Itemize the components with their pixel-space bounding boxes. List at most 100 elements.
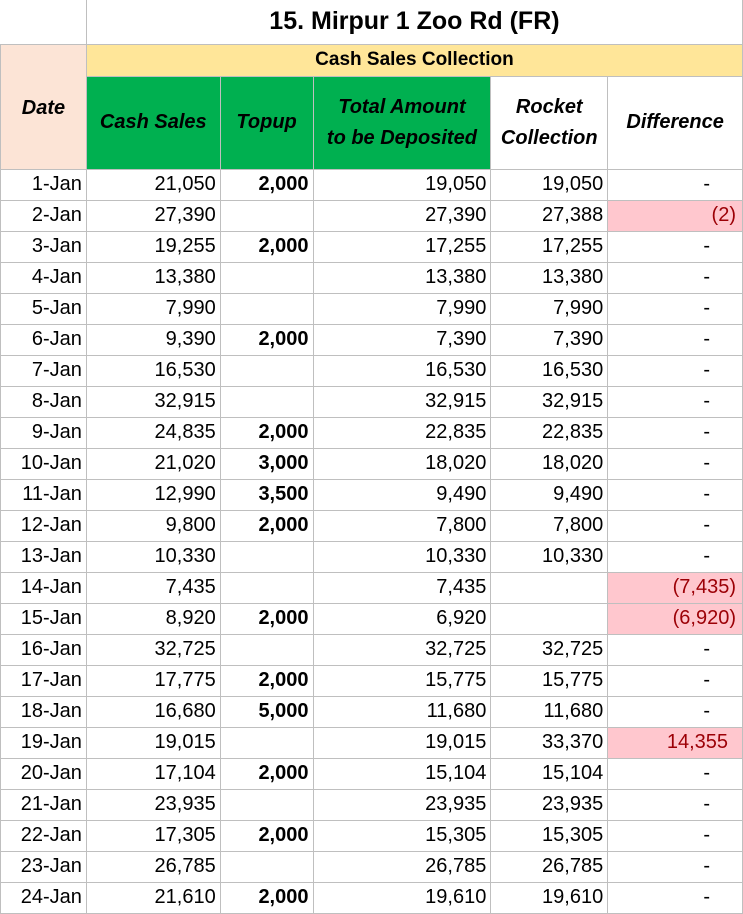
difference-cell[interactable]: - — [607, 540, 743, 573]
total-deposit-cell[interactable]: 22,835 — [312, 416, 492, 449]
rocket-collection-cell[interactable]: 32,725 — [490, 633, 609, 666]
difference-header[interactable]: Difference — [607, 75, 743, 170]
cash-sales-cell[interactable]: 7,435 — [85, 571, 221, 604]
total-deposit-cell[interactable]: 17,255 — [312, 230, 492, 263]
topup-cell[interactable] — [219, 540, 314, 573]
date-cell[interactable]: 22-Jan — [0, 819, 87, 852]
cash-sales-cell[interactable]: 23,935 — [85, 788, 221, 821]
rocket-collection-cell[interactable] — [490, 602, 609, 635]
topup-cell[interactable] — [219, 385, 314, 418]
topup-cell[interactable]: 2,000 — [219, 881, 314, 914]
difference-cell[interactable]: - — [607, 230, 743, 263]
topup-cell[interactable] — [219, 199, 314, 232]
rocket-collection-cell[interactable]: 33,370 — [490, 726, 609, 759]
total-deposit-cell[interactable]: 23,935 — [312, 788, 492, 821]
rocket-collection-cell[interactable]: 22,835 — [490, 416, 609, 449]
date-header[interactable]: Date — [0, 43, 87, 170]
cash-sales-cell[interactable]: 17,104 — [85, 757, 221, 790]
cash-sales-cell[interactable]: 32,915 — [85, 385, 221, 418]
date-cell[interactable]: 14-Jan — [0, 571, 87, 604]
date-cell[interactable]: 17-Jan — [0, 664, 87, 697]
difference-cell[interactable]: - — [607, 323, 743, 356]
difference-cell[interactable]: - — [607, 757, 743, 790]
difference-cell[interactable]: - — [607, 788, 743, 821]
difference-cell[interactable]: (2) — [607, 199, 743, 232]
date-cell[interactable]: 2-Jan — [0, 199, 87, 232]
total-deposit-cell[interactable]: 6,920 — [312, 602, 492, 635]
date-cell[interactable]: 19-Jan — [0, 726, 87, 759]
cash-sales-cell[interactable]: 24,835 — [85, 416, 221, 449]
cash-sales-cell[interactable]: 26,785 — [85, 850, 221, 883]
rocket-collection-cell[interactable]: 18,020 — [490, 447, 609, 480]
cash-sales-cell[interactable]: 19,255 — [85, 230, 221, 263]
cash-sales-cell[interactable]: 19,015 — [85, 726, 221, 759]
topup-cell[interactable]: 2,000 — [219, 323, 314, 356]
difference-cell[interactable]: - — [607, 509, 743, 542]
rocket-collection-cell[interactable]: 17,255 — [490, 230, 609, 263]
topup-cell[interactable] — [219, 788, 314, 821]
rocket-collection-cell[interactable]: 7,990 — [490, 292, 609, 325]
date-cell[interactable]: 24-Jan — [0, 881, 87, 914]
difference-cell[interactable]: 14,355 — [607, 726, 743, 759]
cash-sales-cell[interactable]: 12,990 — [85, 478, 221, 511]
difference-cell[interactable]: - — [607, 819, 743, 852]
rocket-collection-cell[interactable]: 10,330 — [490, 540, 609, 573]
difference-cell[interactable]: - — [607, 385, 743, 418]
date-cell[interactable]: 23-Jan — [0, 850, 87, 883]
rocket-collection-cell[interactable]: 9,490 — [490, 478, 609, 511]
total-deposit-cell[interactable]: 19,050 — [312, 168, 492, 201]
topup-header[interactable]: Topup — [219, 75, 314, 170]
total-deposit-cell[interactable]: 16,530 — [312, 354, 492, 387]
topup-cell[interactable] — [219, 850, 314, 883]
topup-cell[interactable]: 2,000 — [219, 168, 314, 201]
total-deposit-cell[interactable]: 26,785 — [312, 850, 492, 883]
rocket-collection-cell[interactable]: 7,390 — [490, 323, 609, 356]
total-deposit-cell[interactable]: 7,435 — [312, 571, 492, 604]
date-cell[interactable]: 1-Jan — [0, 168, 87, 201]
total-deposit-header[interactable]: Total Amount to be Deposited — [312, 75, 492, 170]
topup-cell[interactable] — [219, 261, 314, 294]
difference-cell[interactable]: - — [607, 664, 743, 697]
rocket-collection-cell[interactable]: 32,915 — [490, 385, 609, 418]
topup-cell[interactable] — [219, 292, 314, 325]
date-cell[interactable]: 8-Jan — [0, 385, 87, 418]
total-deposit-cell[interactable]: 7,390 — [312, 323, 492, 356]
rocket-collection-cell[interactable]: 7,800 — [490, 509, 609, 542]
difference-cell[interactable]: - — [607, 447, 743, 480]
difference-cell[interactable]: (6,920) — [607, 602, 743, 635]
date-cell[interactable]: 3-Jan — [0, 230, 87, 263]
cash-sales-cell[interactable]: 17,305 — [85, 819, 221, 852]
total-deposit-cell[interactable]: 15,775 — [312, 664, 492, 697]
total-deposit-cell[interactable]: 7,800 — [312, 509, 492, 542]
total-deposit-cell[interactable]: 27,390 — [312, 199, 492, 232]
difference-cell[interactable]: - — [607, 478, 743, 511]
date-cell[interactable]: 11-Jan — [0, 478, 87, 511]
topup-cell[interactable]: 2,000 — [219, 416, 314, 449]
total-deposit-cell[interactable]: 32,725 — [312, 633, 492, 666]
total-deposit-cell[interactable]: 11,680 — [312, 695, 492, 728]
date-cell[interactable]: 12-Jan — [0, 509, 87, 542]
date-cell[interactable]: 6-Jan — [0, 323, 87, 356]
rocket-collection-cell[interactable]: 19,050 — [490, 168, 609, 201]
date-cell[interactable]: 20-Jan — [0, 757, 87, 790]
cash-sales-cell[interactable]: 21,610 — [85, 881, 221, 914]
date-cell[interactable]: 5-Jan — [0, 292, 87, 325]
date-cell[interactable]: 7-Jan — [0, 354, 87, 387]
difference-cell[interactable]: - — [607, 695, 743, 728]
difference-cell[interactable]: - — [607, 416, 743, 449]
cash-sales-cell[interactable]: 7,990 — [85, 292, 221, 325]
topup-cell[interactable] — [219, 726, 314, 759]
difference-cell[interactable]: - — [607, 850, 743, 883]
date-cell[interactable]: 13-Jan — [0, 540, 87, 573]
cash-sales-cell[interactable]: 21,020 — [85, 447, 221, 480]
cash-sales-cell[interactable]: 17,775 — [85, 664, 221, 697]
rocket-collection-cell[interactable]: 13,380 — [490, 261, 609, 294]
total-deposit-cell[interactable]: 18,020 — [312, 447, 492, 480]
topup-cell[interactable]: 2,000 — [219, 757, 314, 790]
rocket-collection-header[interactable]: Rocket Collection — [490, 75, 609, 170]
topup-cell[interactable] — [219, 354, 314, 387]
corner-cell[interactable] — [0, 0, 87, 45]
cash-sales-cell[interactable]: 16,530 — [85, 354, 221, 387]
cash-sales-cell[interactable]: 10,330 — [85, 540, 221, 573]
difference-cell[interactable]: - — [607, 261, 743, 294]
